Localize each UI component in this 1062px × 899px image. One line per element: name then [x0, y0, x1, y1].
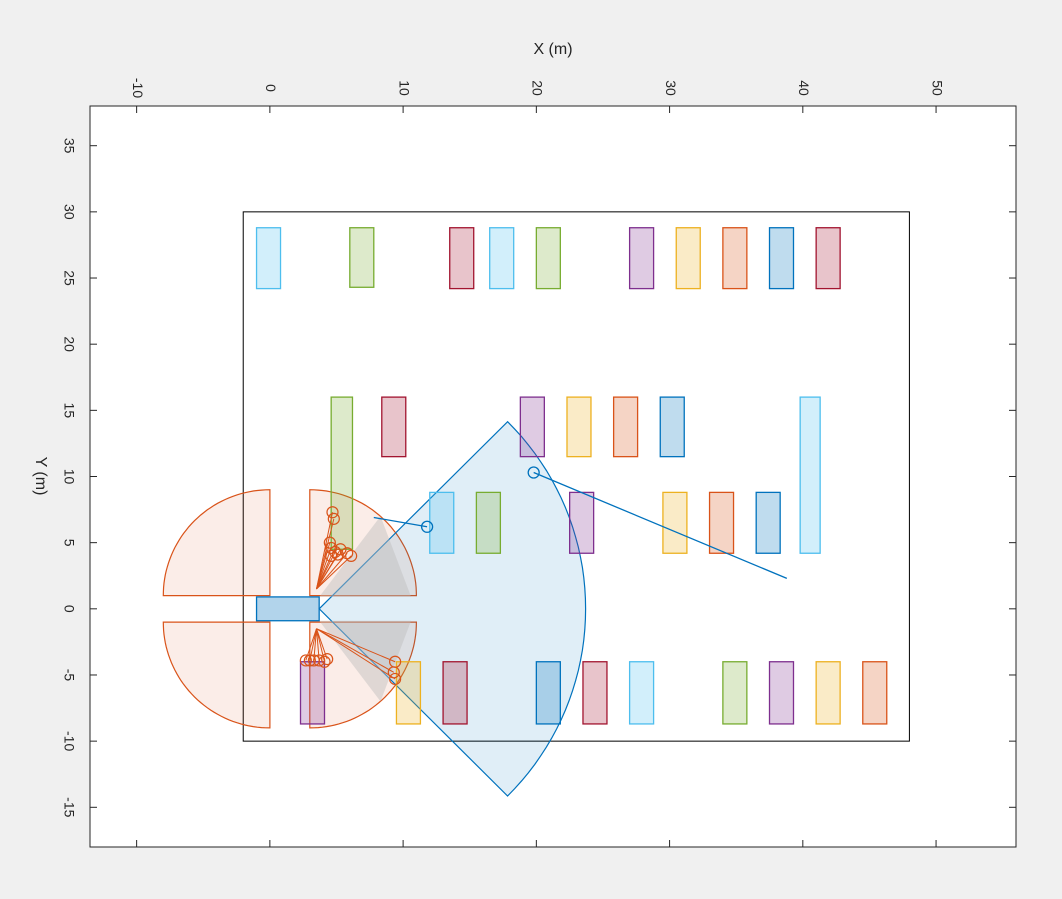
x-tick-label-4: 30 — [663, 80, 679, 96]
ultrasonic-detection-line-18 — [316, 628, 396, 680]
ultrasonic-detection-marker-2 — [323, 536, 336, 549]
ultrasonic-detection-line-3 — [316, 547, 332, 590]
parked-vehicle-9 — [815, 227, 841, 290]
ultrasonic-detection-marker-3 — [325, 541, 338, 555]
x-tick-label-3: 20 — [530, 80, 546, 96]
parked-vehicle-7 — [722, 227, 748, 290]
y-axis-label: Y (m) — [32, 457, 49, 496]
ultrasonic-detection-line-6 — [316, 552, 348, 590]
ultrasonic-detection-marker-10 — [299, 654, 312, 667]
parked-vehicle-31 — [815, 661, 841, 725]
ultrasonic-shaded-region-0 — [319, 516, 412, 597]
parked-vehicle-0 — [255, 227, 282, 290]
ultrasonic-detection-line-7 — [316, 555, 352, 590]
plot-layer — [162, 211, 910, 797]
ultrasonic-detection-line-17 — [316, 628, 395, 673]
radar-detection-marker-0 — [420, 520, 434, 533]
parked-vehicle-22 — [755, 491, 781, 554]
ultrasonic-detection-marker-9 — [325, 549, 338, 562]
ultrasonic-detection-marker-17 — [387, 666, 400, 679]
y-tick-label-5: 10 — [61, 469, 77, 485]
ultrasonic-detection-marker-18 — [389, 672, 402, 686]
y-tick-label-9: 30 — [61, 204, 77, 220]
ultrasonic-detection-marker-1 — [327, 512, 340, 525]
parking-lot-boundary — [242, 211, 910, 742]
x-tick-label-5: 40 — [796, 80, 812, 96]
parked-vehicle-30 — [768, 661, 795, 725]
y-tick-label-8: 25 — [61, 270, 77, 286]
parked-vehicle-17 — [429, 491, 455, 554]
y-tick-label-2: -5 — [61, 669, 77, 682]
parked-vehicle-29 — [722, 661, 748, 725]
parked-vehicle-25 — [442, 661, 468, 725]
radar-coverage-sector — [318, 420, 587, 797]
parked-vehicle-24 — [395, 661, 422, 725]
radar-detection-marker-1 — [527, 466, 540, 479]
parked-vehicle-3 — [489, 227, 515, 290]
ultrasonic-detection-marker-13 — [313, 654, 326, 667]
parked-vehicle-32 — [862, 661, 888, 725]
ultrasonic-detection-marker-8 — [334, 543, 347, 556]
y-tick-label-10: 35 — [61, 138, 77, 154]
ultrasonic-detection-marker-14 — [318, 655, 331, 668]
ultrasonic-detection-line-2 — [316, 542, 331, 590]
parked-vehicle-6 — [675, 227, 701, 290]
y-tick-label-0: -15 — [61, 797, 77, 817]
x-tick-label-0: -10 — [130, 78, 146, 98]
y-tick-label-6: 15 — [61, 403, 77, 419]
x-tick-label-6: 50 — [929, 80, 945, 96]
parked-vehicle-18 — [475, 491, 502, 554]
radar-detection-velocity-0 — [373, 516, 428, 528]
radar-detection-velocity-1 — [533, 471, 788, 579]
parked-vehicle-28 — [628, 661, 655, 725]
parked-vehicle-16 — [799, 396, 821, 554]
parked-vehicle-8 — [768, 227, 795, 290]
parked-vehicle-11 — [381, 396, 407, 458]
ultrasonic-detection-marker-0 — [326, 506, 339, 519]
parked-vehicle-10 — [330, 396, 354, 550]
parked-vehicle-20 — [662, 491, 688, 554]
parked-vehicle-19 — [569, 491, 595, 554]
parked-vehicle-23 — [299, 661, 326, 725]
parked-vehicle-12 — [519, 396, 545, 458]
parked-vehicle-13 — [566, 396, 592, 458]
parked-vehicle-2 — [449, 227, 475, 290]
ultrasonic-coverage-sector-0 — [162, 489, 271, 597]
y-tick-label-3: 0 — [61, 605, 77, 613]
y-tick-label-7: 20 — [61, 336, 77, 352]
ultrasonic-detection-marker-15 — [321, 653, 334, 666]
parked-vehicle-4 — [535, 227, 561, 290]
parked-vehicle-1 — [349, 227, 375, 288]
ultrasonic-detection-marker-7 — [345, 549, 358, 562]
parked-vehicle-21 — [708, 491, 735, 554]
parked-vehicle-14 — [612, 396, 639, 458]
x-tick-label-1: 0 — [263, 84, 279, 92]
ultrasonic-shaded-region-1 — [319, 620, 412, 702]
parked-vehicle-26 — [535, 661, 561, 725]
ultrasonic-detection-marker-11 — [303, 654, 316, 667]
axes-layer: -10 0 10 20 30 40 50 -15 -10 -5 0 5 10 15 20 25 30 35 — [61, 78, 1016, 847]
y-tick-label-4: 5 — [61, 539, 77, 547]
ultrasonic-coverage-sector-2 — [162, 621, 271, 729]
ultrasonic-detection-line-16 — [316, 628, 396, 663]
parked-vehicle-27 — [582, 661, 608, 725]
ego-vehicle — [255, 596, 320, 622]
x-tick-label-2: 10 — [396, 80, 412, 96]
y-tick-label-1: -10 — [61, 731, 77, 751]
ultrasonic-coverage-sector-3 — [309, 621, 418, 729]
parked-vehicle-5 — [628, 227, 655, 290]
parked-vehicle-15 — [659, 396, 685, 458]
x-axis-label: X (m) — [533, 41, 572, 58]
